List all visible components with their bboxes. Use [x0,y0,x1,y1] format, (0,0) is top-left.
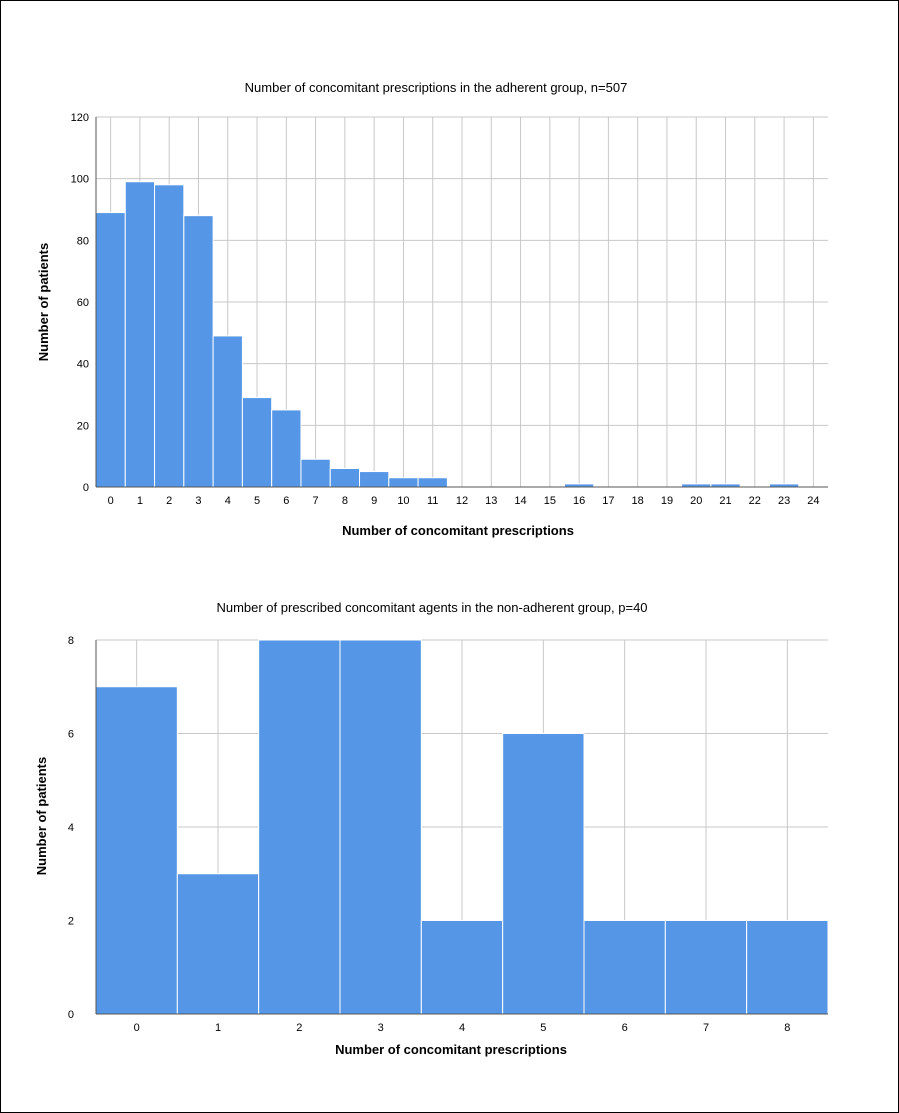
bar [300,458,331,488]
x-tick-label: 4 [459,1022,465,1034]
chart-non-adherent: Number of prescribed concomitant agents … [34,600,829,1057]
x-tick-label: 7 [313,495,319,507]
bar [339,639,422,1015]
bar [502,733,585,1015]
y-tick-label: 20 [77,420,89,432]
x-tick-label: 19 [661,495,673,507]
bar [359,471,390,488]
bar [664,920,748,1015]
y-axis-label: Number of patients [34,757,49,875]
bar [583,920,666,1015]
bar [746,920,829,1015]
x-tick-label: 5 [254,495,260,507]
x-tick-label: 1 [137,495,143,507]
x-tick-label: 14 [514,495,526,507]
x-tick-label: 0 [108,495,114,507]
x-tick-label: 8 [342,495,348,507]
x-tick-label: 24 [807,495,819,507]
x-tick-label: 7 [703,1022,709,1034]
bar [329,468,361,488]
y-tick-label: 0 [83,482,89,494]
bar [258,639,341,1015]
x-tick-label: 18 [632,495,644,507]
x-tick-label: 5 [540,1022,546,1034]
bar [271,409,302,488]
y-tick-label: 60 [77,297,89,309]
x-tick-label: 2 [296,1022,302,1034]
tick-labels: 0 2 4 6 8 0 1 2 3 4 5 6 7 8 [68,635,791,1034]
x-tick-label: 11 [427,495,438,507]
bar [183,215,214,488]
bar [241,397,273,488]
x-tick-label: 20 [690,495,702,507]
x-tick-label: 2 [166,495,172,507]
bar [420,920,504,1015]
x-axis-label: Number of concomitant prescriptions [335,1042,567,1057]
x-tick-label: 6 [622,1022,628,1034]
y-tick-label: 4 [68,822,74,834]
x-tick-label: 0 [134,1022,140,1034]
x-tick-label: 12 [456,495,468,507]
bar [388,477,419,488]
bars [95,181,800,488]
y-tick-label: 8 [68,635,74,647]
y-tick-label: 6 [68,729,74,741]
bar [95,212,126,488]
chart-title: Number of concomitant prescriptions in t… [245,80,628,95]
x-tick-label: 1 [215,1022,221,1034]
y-tick-label: 2 [68,916,74,928]
bars [95,639,829,1015]
x-tick-label: 10 [397,495,409,507]
bar [417,477,448,488]
x-tick-label: 3 [378,1022,384,1034]
chart-adherent: Number of concomitant prescriptions in t… [36,80,828,538]
y-axis-label: Number of patients [36,243,51,361]
bar [154,184,185,488]
y-tick-label: 80 [77,235,89,247]
bar [212,335,243,488]
y-tick-label: 120 [71,112,89,124]
x-tick-label: 8 [784,1022,790,1034]
x-tick-label: 3 [195,495,201,507]
x-tick-label: 6 [283,495,289,507]
bar [124,181,156,488]
bar [95,686,178,1015]
bar [176,873,260,1015]
y-tick-label: 100 [71,174,89,186]
x-tick-label: 9 [371,495,377,507]
chart-title: Number of prescribed concomitant agents … [216,600,647,615]
x-tick-label: 21 [719,495,731,507]
x-tick-label: 23 [778,495,790,507]
x-tick-label: 17 [602,495,614,507]
y-tick-label: 0 [68,1009,74,1021]
x-tick-label: 13 [485,495,497,507]
x-axis-label: Number of concomitant prescriptions [342,523,574,538]
x-tick-label: 16 [573,495,585,507]
x-tick-label: 22 [749,495,761,507]
x-tick-label: 15 [544,495,556,507]
y-tick-label: 40 [77,359,89,371]
x-tick-label: 4 [225,495,231,507]
